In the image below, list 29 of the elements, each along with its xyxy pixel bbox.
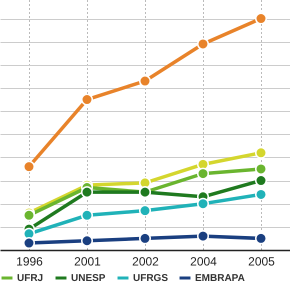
point: [81, 94, 93, 106]
x-tick-label: 2005: [248, 254, 276, 268]
x-tick-label: 2004: [190, 254, 218, 268]
legend-label: UFRGS: [133, 273, 168, 284]
legend-label: UFRJ: [17, 273, 44, 284]
point: [255, 146, 267, 159]
point: [255, 232, 267, 244]
point: [197, 38, 209, 50]
point: [23, 209, 35, 222]
x-tick-label: 2002: [132, 254, 160, 268]
point: [23, 237, 35, 250]
point: [197, 198, 209, 210]
point: [81, 186, 93, 198]
point: [255, 163, 267, 175]
point: [81, 209, 93, 222]
point: [139, 75, 151, 87]
legend-label: EMBRAPA: [195, 273, 245, 284]
point: [139, 232, 151, 244]
point: [197, 230, 209, 242]
point: [139, 204, 151, 217]
point: [81, 234, 93, 247]
point: [255, 12, 267, 24]
point: [197, 168, 209, 180]
point: [23, 160, 35, 173]
legend-label: UNESP: [71, 273, 106, 284]
x-tick-label: 2001: [74, 254, 102, 268]
x-tick-label: 1996: [16, 254, 44, 268]
point: [255, 188, 267, 200]
point: [255, 174, 267, 187]
